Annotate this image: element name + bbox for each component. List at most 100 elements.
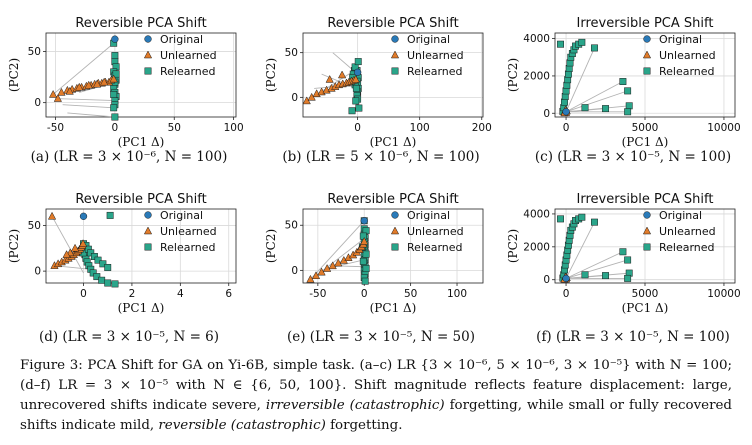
shift-link <box>565 81 624 113</box>
x-tick-label: 0 <box>112 122 119 134</box>
unlearned-point <box>62 250 71 258</box>
relearned-point <box>624 87 632 95</box>
panel-title: Reversible PCA Shift <box>75 192 206 207</box>
relearned-point <box>90 253 98 260</box>
caption-emphasis-reversible: reversible (catastrophic) <box>158 418 326 433</box>
shift-link <box>51 216 84 274</box>
relearned-point <box>591 218 598 226</box>
relearned-point <box>355 104 363 112</box>
shift-link <box>315 237 366 277</box>
legend-relearned-marker <box>391 67 399 75</box>
plot-frame <box>45 32 237 118</box>
figure-caption: Figure 3: PCA Shift for GA on Yi-6B, sim… <box>20 356 732 436</box>
x-tick-label: 0 <box>563 288 570 300</box>
legend-original-label: Original <box>659 209 702 222</box>
shift-link <box>565 259 628 279</box>
y-tick-label: 0 <box>543 274 550 286</box>
y-tick-label: 50 <box>285 47 298 59</box>
unlearned-point <box>109 74 118 83</box>
x-axis-label: (PC1 Δ) <box>370 135 417 149</box>
unlearned-point <box>53 94 62 102</box>
relearned-point <box>602 105 609 113</box>
legend-original-label: Original <box>160 209 203 222</box>
relearned-point <box>354 58 362 66</box>
relearned-point <box>581 271 589 279</box>
x-axis-label: (PC1 Δ) <box>622 135 669 149</box>
relearned-point <box>93 273 101 281</box>
x-axis-label: (PC1 Δ) <box>370 301 417 315</box>
relearned-point <box>99 260 107 268</box>
relearned-point <box>591 44 598 52</box>
relearned-point <box>112 70 120 78</box>
relearned-point <box>362 250 370 258</box>
y-tick-label: 0 <box>543 108 550 120</box>
y-tick-label: 0 <box>291 92 298 104</box>
y-tick-label: 4000 <box>523 33 550 45</box>
panel-caption: (c) (LR = 3 × 10⁻⁵, N = 100) <box>535 149 731 165</box>
shift-link <box>565 47 595 112</box>
x-tick-label: 0 <box>563 122 570 134</box>
y-tick-label: 50 <box>285 220 298 232</box>
shift-link <box>310 220 365 280</box>
unlearned-point <box>65 86 74 95</box>
relearned-point <box>98 276 106 284</box>
legend-original-marker <box>144 211 152 219</box>
shift-link <box>52 42 114 95</box>
legend-original-marker <box>391 35 399 43</box>
legend-relearned-label: Relearned <box>659 241 715 254</box>
legend-unlearned-marker <box>390 50 400 59</box>
relearned-point <box>624 256 632 264</box>
legend-original-marker <box>144 35 152 43</box>
caption-text-1: Figure 3: PCA Shift for GA on Yi-6B, sim… <box>20 358 732 413</box>
legend-unlearned-label: Unlearned <box>659 225 716 238</box>
legend-relearned-marker <box>643 243 651 251</box>
legend-relearned-label: Relearned <box>160 241 216 254</box>
unlearned-point <box>334 258 343 267</box>
panel-title: Reversible PCA Shift <box>327 192 458 207</box>
x-tick-label: -50 <box>309 288 326 300</box>
unlearned-point <box>100 77 109 86</box>
shift-link <box>565 251 624 279</box>
plot-frame <box>302 32 484 118</box>
legend-original-label: Original <box>160 33 203 46</box>
legend-original-label: Original <box>407 33 450 46</box>
y-tick-label: 0 <box>291 265 298 277</box>
unlearned-point <box>84 80 93 89</box>
panel-f: 0 5000 10000 0 2000 4000 Irreversible PCA Shif… <box>506 192 741 345</box>
x-tick-label: 5000 <box>632 288 659 300</box>
caption-emphasis-irreversible: irreversible (catastrophic) <box>265 398 445 413</box>
relearned-point <box>624 274 632 282</box>
unlearned-point <box>70 243 80 252</box>
y-tick-label: 50 <box>28 220 41 232</box>
panel-e: -50 0 50 100 0 50 Reversible PCA Shift (PC1 Δ) (… <box>264 192 484 345</box>
legend: Original Unlearned Relearned <box>642 33 716 78</box>
unlearned-point <box>78 239 88 247</box>
x-tick-label: 0 <box>354 122 361 134</box>
x-tick-label: 5000 <box>632 122 659 134</box>
legend-unlearned-marker <box>642 226 652 235</box>
relearned-point <box>359 257 367 265</box>
panel-title: Reversible PCA Shift <box>75 16 206 31</box>
y-axis-label: (PC2) <box>506 58 520 92</box>
x-tick-label: 4 <box>177 288 184 300</box>
relearned-point <box>619 78 627 85</box>
relearned-point <box>581 104 589 112</box>
y-tick-label: 0 <box>34 266 41 278</box>
original-point <box>353 68 362 76</box>
relearned-point <box>89 269 97 277</box>
relearned-point <box>94 256 102 264</box>
legend-unlearned-label: Unlearned <box>160 49 217 62</box>
unlearned-point <box>337 70 347 79</box>
legend-original-marker <box>391 211 399 219</box>
legend: Original Unlearned Relearned <box>390 209 464 254</box>
y-axis-label: (PC2) <box>506 229 520 263</box>
relearned-point <box>619 248 627 256</box>
panel-caption: (b) (LR = 5 × 10⁻⁶, N = 100) <box>282 149 479 165</box>
x-tick-label: 10000 <box>707 288 740 300</box>
x-axis-label: (PC1 Δ) <box>118 301 165 315</box>
relearned-point <box>110 91 118 98</box>
y-tick-label: 0 <box>34 97 41 109</box>
x-tick-label: 0 <box>361 288 368 300</box>
x-tick-label: 50 <box>168 122 181 134</box>
